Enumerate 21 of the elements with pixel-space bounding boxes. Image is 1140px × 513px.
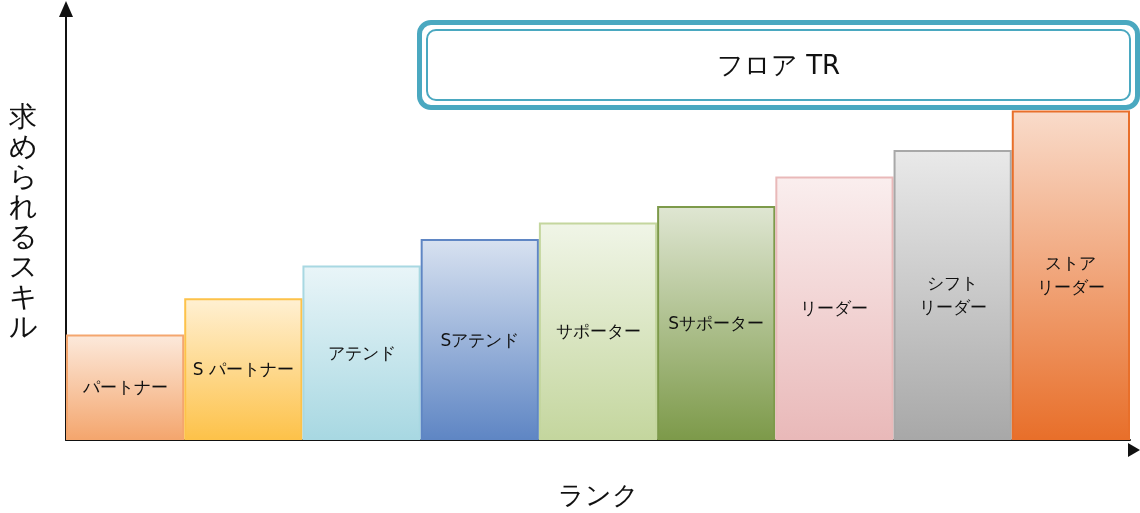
x-tick-label: S パートナー — [192, 359, 294, 380]
bar — [1011, 110, 1130, 440]
x-axis-title: ランク — [557, 480, 639, 510]
x-tick-label: パートナー — [81, 377, 168, 398]
x-tick-label: アテンド — [327, 342, 396, 363]
x-tick-label: ストアリーダー — [1036, 253, 1105, 298]
bar — [538, 222, 658, 440]
y-axis-title: 求められるスキル — [8, 100, 38, 343]
x-tick-label: リーダー — [800, 298, 869, 319]
x-tick-label: シフトリーダー — [918, 273, 987, 318]
x-tick-label: Sアテンド — [440, 329, 520, 350]
bar — [420, 239, 539, 440]
chart-title: フロア TR — [426, 29, 1131, 101]
bar — [775, 176, 894, 440]
bar — [302, 265, 421, 440]
x-tick-label: Sサポーター — [668, 313, 765, 334]
bar — [657, 206, 776, 440]
bar — [893, 150, 1012, 440]
bar — [184, 298, 303, 440]
x-tick-label: サポーター — [555, 321, 641, 342]
bar — [66, 334, 185, 440]
